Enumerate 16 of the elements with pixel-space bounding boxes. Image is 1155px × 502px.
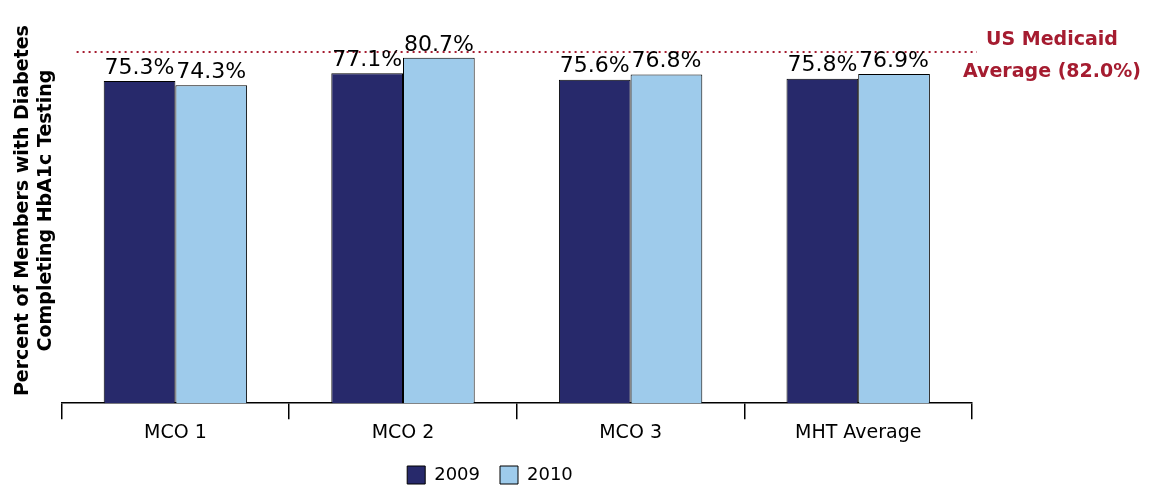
x-tick-label: MCO 3	[599, 419, 662, 442]
y-axis-title: Percent of Members with Diabetes Completing HbA1c Testing	[10, 25, 56, 397]
data-label: 75.6%	[559, 52, 630, 78]
data-label: 76.8%	[631, 47, 702, 73]
ref-line-label: US Medicaid Average (82.0%)	[963, 26, 1141, 81]
x-tick-label: MHT Average	[795, 419, 922, 442]
x-tick-label: MCO 2	[371, 419, 435, 442]
data-label: 75.8%	[787, 51, 858, 77]
data-label: 76.9%	[859, 46, 929, 72]
legend-label: 2009	[434, 462, 480, 484]
x-tick-label: MCO 1	[144, 419, 207, 442]
data-label: 74.3%	[176, 57, 247, 83]
data-label: 80.7%	[403, 30, 474, 56]
legend-label: 2010	[527, 462, 573, 484]
data-label: 75.3%	[104, 53, 175, 79]
data-label: 77.1%	[332, 45, 403, 71]
